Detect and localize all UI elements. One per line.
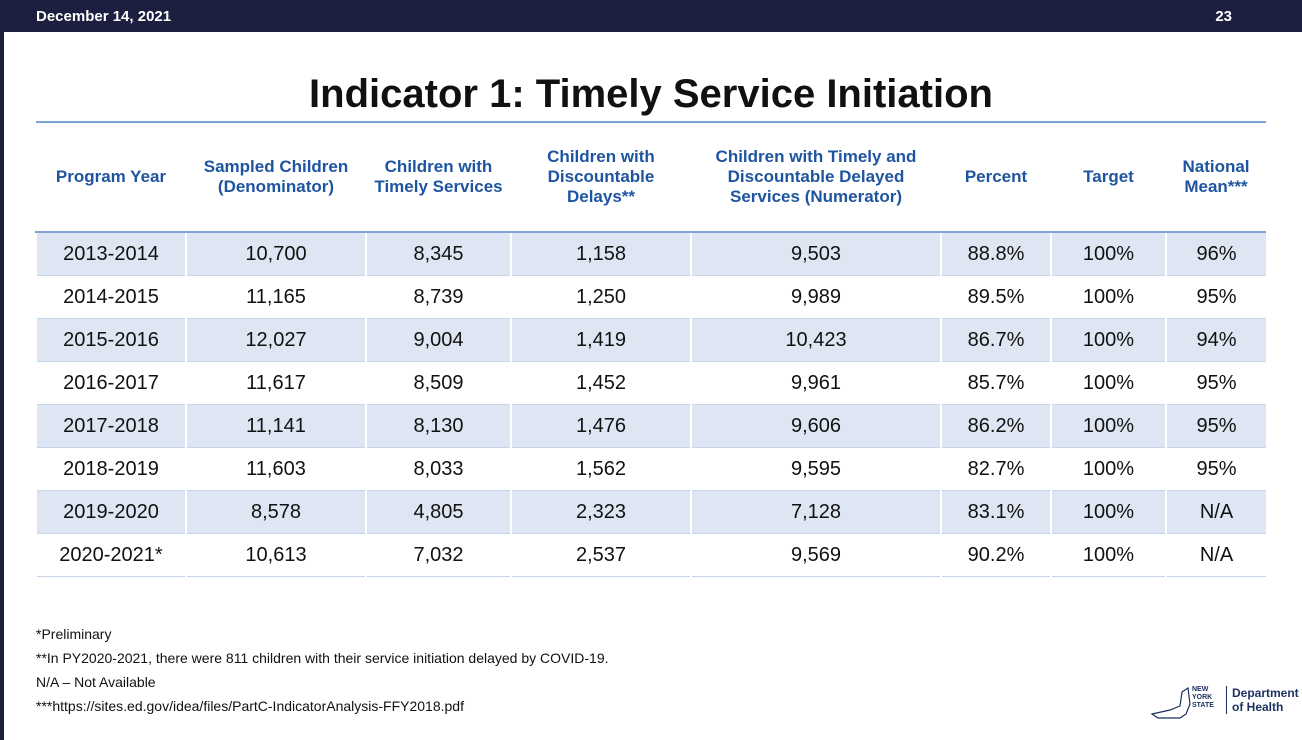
logo-department: Department of Health [1226,686,1299,714]
table-cell: 10,423 [690,318,941,362]
table-cell: 11,603 [185,447,366,491]
table-row: 2017-2018 11,141 8,130 1,476 9,606 86.2% 100% 9… [35,404,1266,448]
table-cell: 100% [1050,533,1166,577]
table-cell: 2015-2016 [35,318,186,362]
table-cell: 2020-2021* [35,533,186,577]
table-cell: 9,961 [690,361,941,405]
page-number: 23 [1215,8,1232,25]
table-cell: 2019-2020 [35,490,186,534]
slide-title: Indicator 1: Timely Service Initiation [309,72,993,116]
table-cell: 10,700 [185,232,366,276]
table-cell: 1,250 [510,275,691,319]
top-bar: December 14, 2021 23 [0,0,1302,32]
logo: NEW YORK STATE Department of Health [1150,682,1299,722]
table-cell: 9,004 [365,318,511,362]
table-cell: 9,595 [690,447,941,491]
table-cell: 8,739 [365,275,511,319]
footnotes: *Preliminary **In PY2020-2021, there were… [36,622,609,718]
table-cell: 1,476 [510,404,691,448]
table-cell: 11,141 [185,404,366,448]
table-cell: 10,613 [185,533,366,577]
footnote: N/A – Not Available [36,674,156,690]
table-cell: 11,617 [185,361,366,405]
table-cell: 8,509 [365,361,511,405]
table-cell: 2018-2019 [35,447,186,491]
data-table: Program Year Sampled Children (Denominato… [35,121,1266,577]
table-cell: 95% [1165,447,1266,491]
table-row: 2016-2017 11,617 8,509 1,452 9,961 85.7% 100% 9… [35,361,1266,405]
table-cell: 100% [1050,404,1166,448]
table-row: 2018-2019 11,603 8,033 1,562 9,595 82.7% 100% 9… [35,447,1266,491]
table-cell: 86.2% [940,404,1051,448]
table-cell: 1,419 [510,318,691,362]
table-cell: 2013-2014 [35,232,186,276]
table-cell: 96% [1165,232,1266,276]
table-cell: 85.7% [940,361,1051,405]
column-header: Children with Timely and Discountable De… [691,121,941,233]
table-cell: 8,033 [365,447,511,491]
table-row: 2015-2016 12,027 9,004 1,419 10,423 86.7% 100%… [35,318,1266,362]
table-cell: 100% [1050,275,1166,319]
table-cell: 100% [1050,490,1166,534]
table-cell: 100% [1050,232,1166,276]
state-outline [1150,686,1191,719]
table-cell: 95% [1165,361,1266,405]
table-row: 2013-2014 10,700 8,345 1,158 9,503 88.8% 100% 9… [35,232,1266,276]
table-cell: 100% [1050,318,1166,362]
table-cell: 2014-2015 [35,275,186,319]
table-row: 2020-2021* 10,613 7,032 2,537 9,569 90.2% 100%… [35,533,1266,577]
table-cell: 4,805 [365,490,511,534]
table-cell: 88.8% [940,232,1051,276]
table-cell: 100% [1050,361,1166,405]
table-cell: 2017-2018 [35,404,186,448]
table-row: 2019-2020 8,578 4,805 2,323 7,128 83.1% 100% N/… [35,490,1266,534]
footnote: *Preliminary [36,626,112,642]
column-header: Percent [941,121,1051,233]
table-cell: 7,032 [365,533,511,577]
table-cell: 8,130 [365,404,511,448]
table-cell: 2,323 [510,490,691,534]
table-cell: 7,128 [690,490,941,534]
table-body: 2013-2014 10,700 8,345 1,158 9,503 88.8% 100% 9… [35,232,1266,577]
table-cell: 1,562 [510,447,691,491]
table-cell: 100% [1050,447,1166,491]
left-edge [0,0,4,740]
table-cell: 9,569 [690,533,941,577]
table-cell: 89.5% [940,275,1051,319]
column-header: National Mean*** [1166,121,1266,233]
table-cell: 90.2% [940,533,1051,577]
table-cell: 9,989 [690,275,941,319]
table-cell: 1,158 [510,232,691,276]
logo-state: NEW YORK STATE [1192,686,1214,709]
table-cell: 83.1% [940,490,1051,534]
table-cell: 12,027 [185,318,366,362]
footnote: **In PY2020-2021, there were 811 childre… [36,650,609,666]
table-cell: 8,578 [185,490,366,534]
table-row: 2014-2015 11,165 8,739 1,250 9,989 89.5% 100% 9… [35,275,1266,319]
table-cell: 9,503 [690,232,941,276]
column-header: Children with Discountable Delays** [511,121,691,233]
table-cell: N/A [1165,490,1266,534]
table-cell: 82.7% [940,447,1051,491]
table-cell: 95% [1165,404,1266,448]
table-cell: 2,537 [510,533,691,577]
table-cell: 9,606 [690,404,941,448]
table-cell: 1,452 [510,361,691,405]
date: December 14, 2021 [36,8,172,25]
header-row: Program Year Sampled Children (Denominato… [36,121,1266,233]
table-cell: 11,165 [185,275,366,319]
column-header: Children with Timely Services [366,121,511,233]
table-cell: 2016-2017 [35,361,186,405]
table-cell: 95% [1165,275,1266,319]
footnote: ***https://sites.ed.gov/idea/files/PartC… [36,698,464,714]
column-header: Program Year [36,121,186,233]
table-cell: 94% [1165,318,1266,362]
table-cell: N/A [1165,533,1266,577]
column-header: Sampled Children (Denominator) [186,121,366,233]
column-header: Target [1051,121,1166,233]
table-cell: 8,345 [365,232,511,276]
table-cell: 86.7% [940,318,1051,362]
